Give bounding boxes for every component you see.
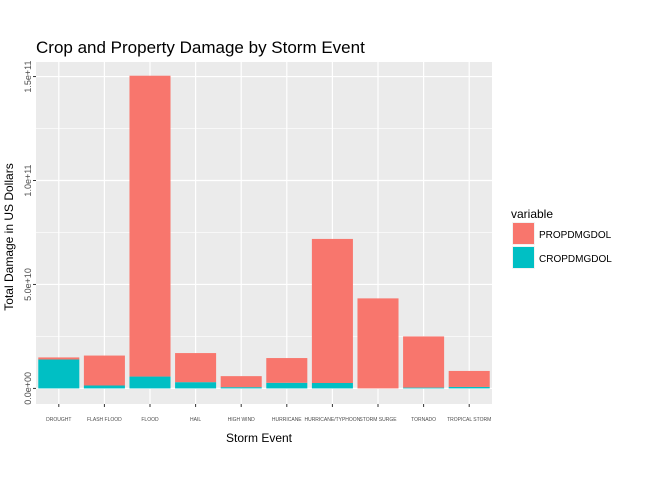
y-tick-label: 1.5e+11 [23,60,33,92]
y-axis: 0.0e+00 5.0e+10 1.0e+11 1.5e+11 [23,60,36,405]
bar-cropdmgdol-4 [220,387,262,389]
y-tick-label: 5.0e+10 [23,268,33,301]
y-tick-label: 1.0e+11 [23,164,33,196]
bar-propdmgdol-7 [357,298,399,389]
legend: variable PROPDMGDOL CROPDMGDOL [511,207,612,269]
x-tick-label: HURRICANE [272,417,302,423]
bar-cropdmgdol-5 [266,382,308,389]
legend-label-propdmgdol: PROPDMGDOL [539,230,612,241]
x-tick-label: TORNADO [411,417,436,423]
bar-propdmgdol-1 [83,355,125,386]
x-tick-label: HAIL [190,417,201,423]
bar-cropdmgdol-2 [129,376,171,389]
x-tick-label: TROPICAL STORM [447,417,491,423]
x-axis-title: Storm Event [226,431,293,445]
chart-title: Crop and Property Damage by Storm Event [36,38,365,57]
bar-cropdmgdol-3 [175,382,217,389]
bar-propdmgdol-9 [448,370,490,387]
bars [38,75,490,389]
bar-propdmgdol-2 [129,75,171,377]
bar-cropdmgdol-8 [403,387,445,389]
bar-propdmgdol-6 [311,238,353,384]
bar-cropdmgdol-1 [83,385,125,389]
legend-title: variable [511,207,553,221]
x-tick-label: HIGH WIND [228,417,256,423]
x-tick-label: HURRICANE/TYPHOON [304,417,360,423]
bar-propdmgdol-3 [175,353,217,383]
y-axis-title: Total Damage in US Dollars [2,163,16,310]
bar-propdmgdol-0 [38,357,80,360]
x-tick-label: FLOOD [141,417,159,423]
bar-cropdmgdol-0 [38,359,80,389]
bar-propdmgdol-8 [403,336,445,388]
x-axis: DROUGHT FLASH FLOOD FLOOD HAIL HIGH WIND HURR… [46,404,491,423]
legend-key-propdmgdol [513,223,534,244]
legend-label-cropdmgdol: CROPDMGDOL [539,254,612,265]
x-tick-label: DROUGHT [46,417,71,423]
legend-key-cropdmgdol [513,247,534,268]
bar-cropdmgdol-6 [311,383,353,389]
bar-propdmgdol-5 [266,358,308,383]
x-tick-label: STORM SURGE [359,417,397,423]
y-tick-label: 0.0e+00 [23,372,33,405]
bar-propdmgdol-4 [220,376,262,388]
bar-cropdmgdol-9 [448,386,490,389]
x-tick-label: FLASH FLOOD [87,417,122,423]
